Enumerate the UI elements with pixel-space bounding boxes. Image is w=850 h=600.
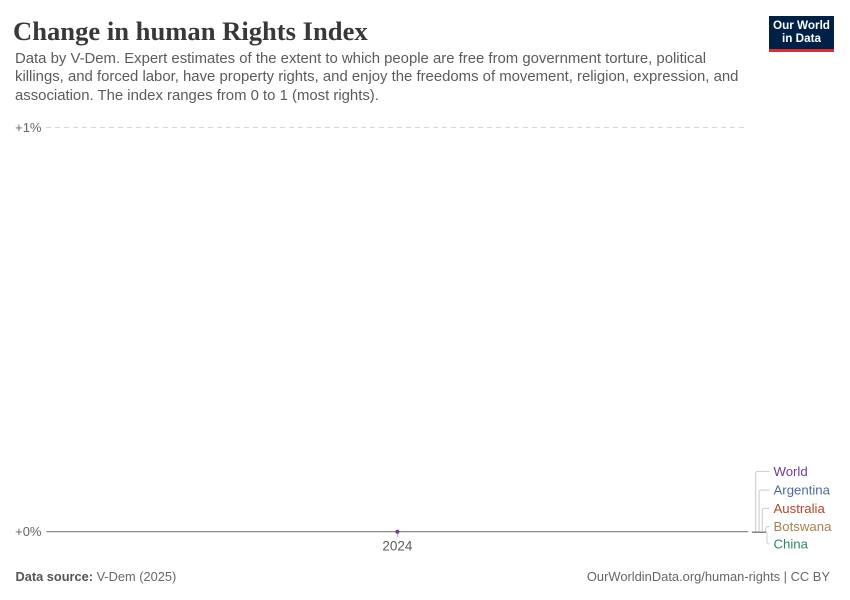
svg-text:World: World — [774, 464, 808, 479]
svg-text:Data source: V-Dem (2025): Data source: V-Dem (2025) — [16, 569, 177, 584]
svg-text:Botswana: Botswana — [774, 519, 833, 534]
svg-text:+0%: +0% — [15, 524, 42, 539]
svg-text:OurWorldinData.org/human-right: OurWorldinData.org/human-rights | CC BY — [587, 569, 831, 584]
svg-text:+1%: +1% — [15, 120, 42, 135]
svg-text:China: China — [774, 537, 809, 552]
svg-text:Argentina: Argentina — [774, 483, 831, 498]
svg-text:Australia: Australia — [774, 501, 826, 516]
svg-text:2024: 2024 — [382, 539, 413, 554]
